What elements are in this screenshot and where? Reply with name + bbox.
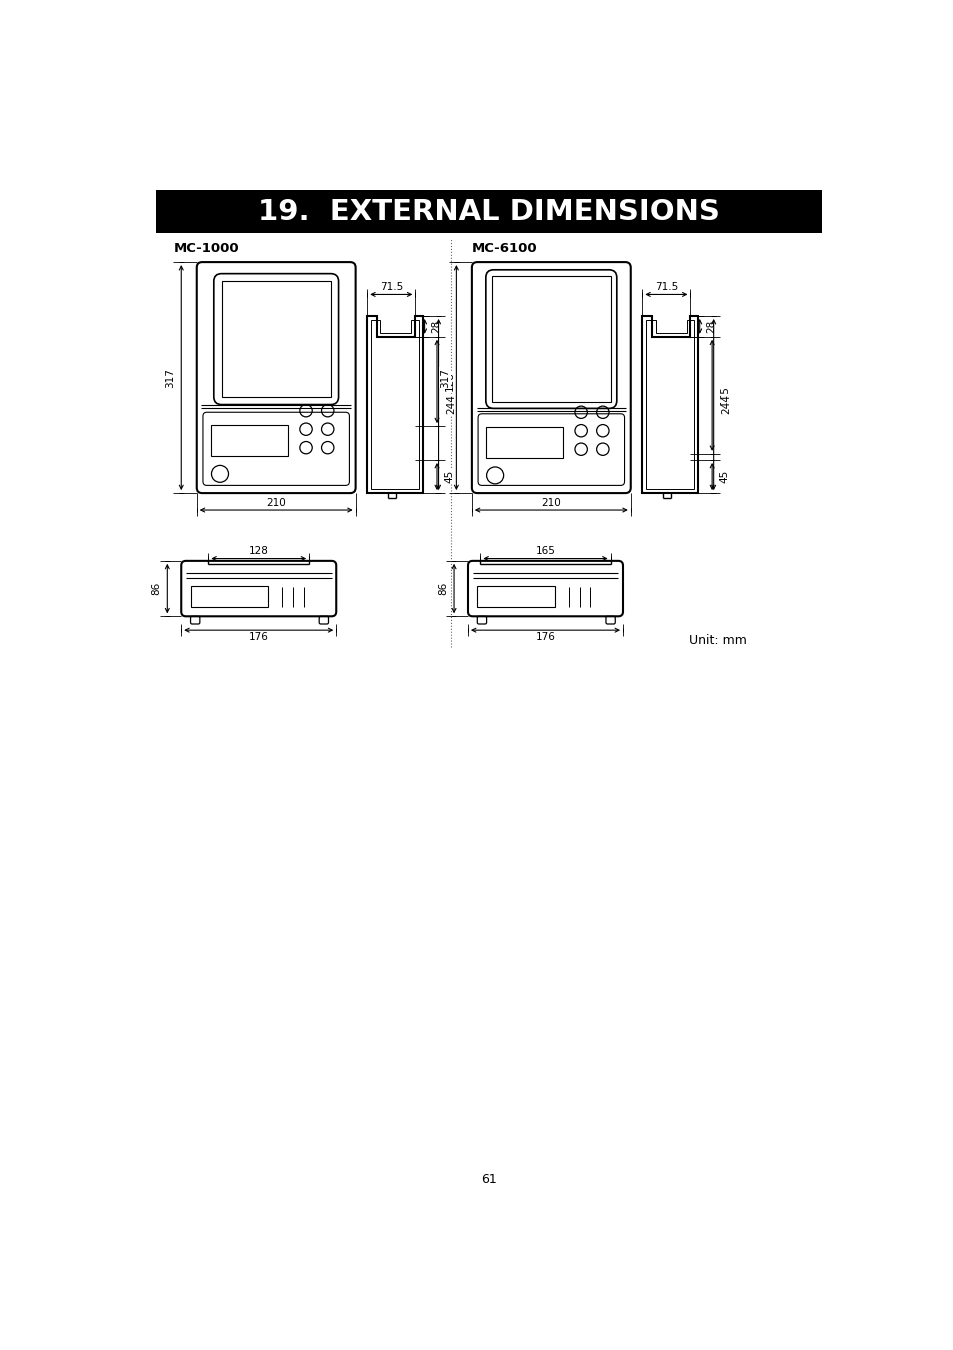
Bar [155,190,821,232]
Text: 45: 45 [720,470,729,483]
Text: 244: 244 [446,394,456,414]
Text: 165: 165 [535,547,555,556]
Bar [485,427,562,458]
Bar [492,275,610,402]
Text: 28: 28 [705,320,715,333]
Text: 61: 61 [480,1173,497,1187]
Text: 165: 165 [720,385,729,405]
Text: 210: 210 [266,498,286,508]
Text: 86: 86 [437,582,447,595]
Bar [191,586,268,608]
Text: 128: 128 [444,371,455,392]
Text: 176: 176 [249,632,269,643]
Text: 28: 28 [431,320,440,333]
Text: 244: 244 [720,394,731,414]
Text: 19.  EXTERNAL DIMENSIONS: 19. EXTERNAL DIMENSIONS [257,198,720,225]
Text: 71.5: 71.5 [654,282,678,292]
Text: 71.5: 71.5 [379,282,402,292]
Text: 45: 45 [444,470,455,483]
Text: 86: 86 [151,582,161,595]
Text: MC-1000: MC-1000 [173,242,239,255]
Text: 176: 176 [535,632,555,643]
Text: 317: 317 [165,367,174,387]
Bar [211,425,288,456]
Text: Unit: mm: Unit: mm [688,634,746,648]
Text: 210: 210 [541,498,560,508]
Text: 317: 317 [439,367,450,387]
Text: MC-6100: MC-6100 [472,242,537,255]
Bar [476,586,555,608]
Bar [221,281,331,397]
Text: 128: 128 [249,547,269,556]
